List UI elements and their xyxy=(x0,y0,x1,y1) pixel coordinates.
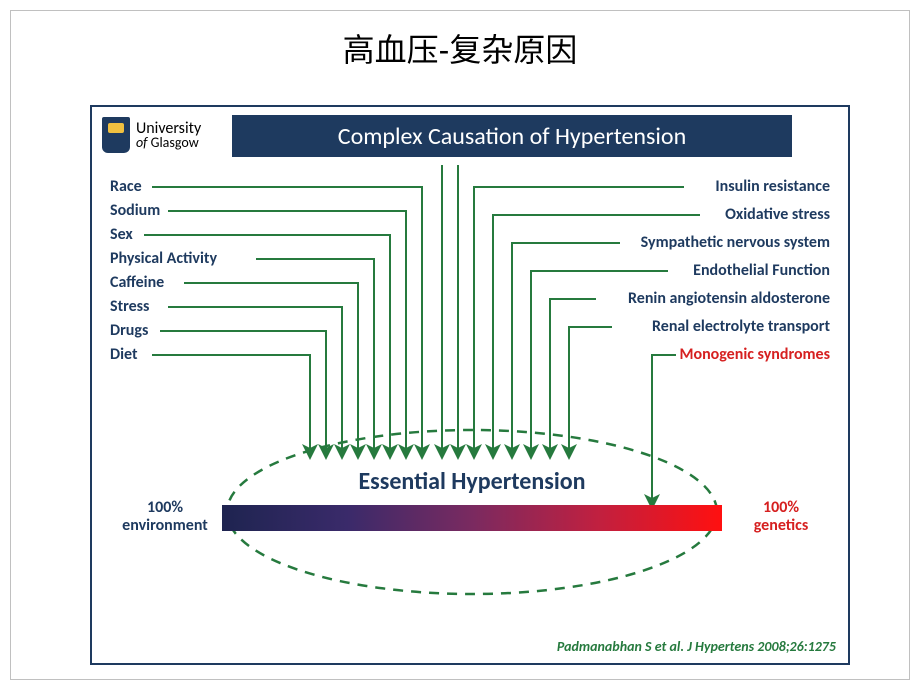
gen-percent: 100% xyxy=(763,498,799,517)
university-logo: University of Glasgow xyxy=(102,117,201,153)
slide-title: 高血压-复杂原因 xyxy=(0,25,920,71)
spectrum-bar xyxy=(222,505,722,531)
diagram-title-bar: Complex Causation of Hypertension xyxy=(232,115,792,157)
left-factor: Sodium xyxy=(110,201,160,220)
env-percent: 100% xyxy=(147,498,183,517)
left-factor: Caffeine xyxy=(110,273,164,292)
left-factor: Diet xyxy=(110,345,138,364)
center-label: Essential Hypertension xyxy=(92,467,852,496)
right-factor: Oxidative stress xyxy=(725,205,830,224)
right-factor-highlight: Monogenic syndromes xyxy=(679,345,830,364)
right-factor: Renin angiotensin aldosterone xyxy=(628,289,830,308)
right-factor: Endothelial Function xyxy=(693,261,830,280)
env-word: environment xyxy=(122,516,208,535)
right-factor: Sympathetic nervous system xyxy=(641,233,830,252)
environment-label: 100% environment xyxy=(110,499,220,534)
left-factor: Stress xyxy=(110,297,149,316)
gen-word: genetics xyxy=(754,516,808,535)
right-factor: Insulin resistance xyxy=(715,177,830,196)
left-factor: Race xyxy=(110,177,142,196)
diagram-frame: University of Glasgow Complex Causation … xyxy=(90,105,850,665)
left-factor: Drugs xyxy=(110,321,148,340)
right-factor: Renal electrolyte transport xyxy=(652,317,830,336)
logo-line2: of Glasgow xyxy=(136,136,201,149)
logo-text: University of Glasgow xyxy=(136,121,201,149)
left-factor: Sex xyxy=(110,225,133,244)
left-factor: Physical Activity xyxy=(110,249,217,268)
genetics-label: 100% genetics xyxy=(726,499,836,534)
citation: Padmanabhan S et al. J Hypertens 2008;26… xyxy=(557,638,836,655)
logo-shield-icon xyxy=(102,117,130,153)
